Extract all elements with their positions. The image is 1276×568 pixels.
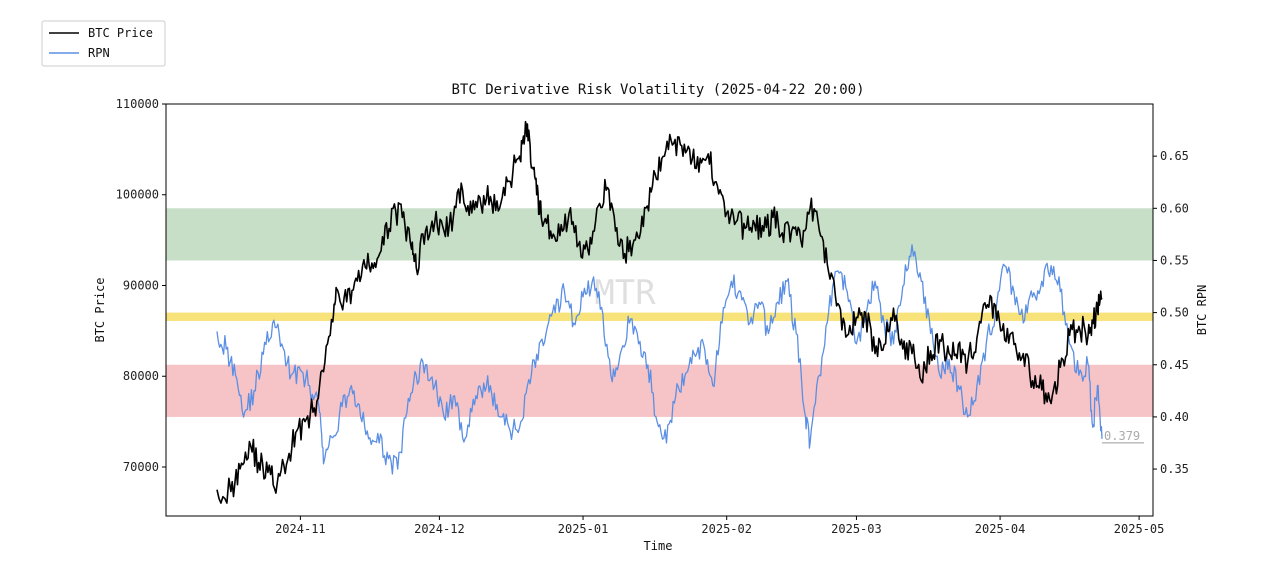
right-tick-label: 0.35 bbox=[1160, 462, 1189, 476]
legend: BTC Price RPN bbox=[41, 20, 166, 67]
right-tick-label: 0.45 bbox=[1160, 358, 1189, 372]
series-line-rpn bbox=[216, 244, 1103, 475]
x-tick-label: 2024-12 bbox=[414, 522, 465, 536]
right-axis-label: BTC RPN bbox=[1195, 285, 1209, 336]
x-tick-label: 2025-04 bbox=[975, 522, 1026, 536]
x-tick-label: 2025-01 bbox=[558, 522, 609, 536]
left-axis-label: BTC Price bbox=[93, 277, 107, 342]
watermark: MTR bbox=[594, 273, 656, 313]
left-tick-label: 90000 bbox=[123, 278, 159, 292]
right-tick-label: 0.60 bbox=[1160, 201, 1189, 215]
mid-line-band bbox=[166, 312, 1153, 321]
legend-label-btc-price: BTC Price bbox=[88, 26, 153, 40]
x-tick-label: 2025-02 bbox=[701, 522, 752, 536]
legend-label-rpn: RPN bbox=[88, 46, 110, 60]
series-line-btc-price bbox=[216, 120, 1103, 504]
low-risk-band bbox=[166, 364, 1153, 417]
plot-frame bbox=[165, 103, 1154, 517]
x-tick-label: 2024-11 bbox=[275, 522, 326, 536]
high-risk-band bbox=[166, 208, 1153, 261]
x-axis-label: Time bbox=[644, 539, 673, 553]
left-tick-label: 110000 bbox=[116, 97, 159, 111]
x-tick-label: 2025-05 bbox=[1114, 522, 1165, 536]
right-tick-label: 0.65 bbox=[1160, 149, 1189, 163]
chart-title: BTC Derivative Risk Volatility (2025-04-… bbox=[451, 82, 864, 98]
annotation-label: 0.379 bbox=[1104, 429, 1140, 443]
left-tick-label: 70000 bbox=[123, 460, 159, 474]
right-tick-label: 0.55 bbox=[1160, 253, 1189, 267]
left-tick-label: 80000 bbox=[123, 369, 159, 383]
right-tick-label: 0.50 bbox=[1160, 306, 1189, 320]
right-tick-label: 0.40 bbox=[1160, 410, 1189, 424]
x-tick-label: 2025-03 bbox=[831, 522, 882, 536]
left-tick-label: 100000 bbox=[116, 188, 159, 202]
plot-area bbox=[166, 104, 1153, 516]
